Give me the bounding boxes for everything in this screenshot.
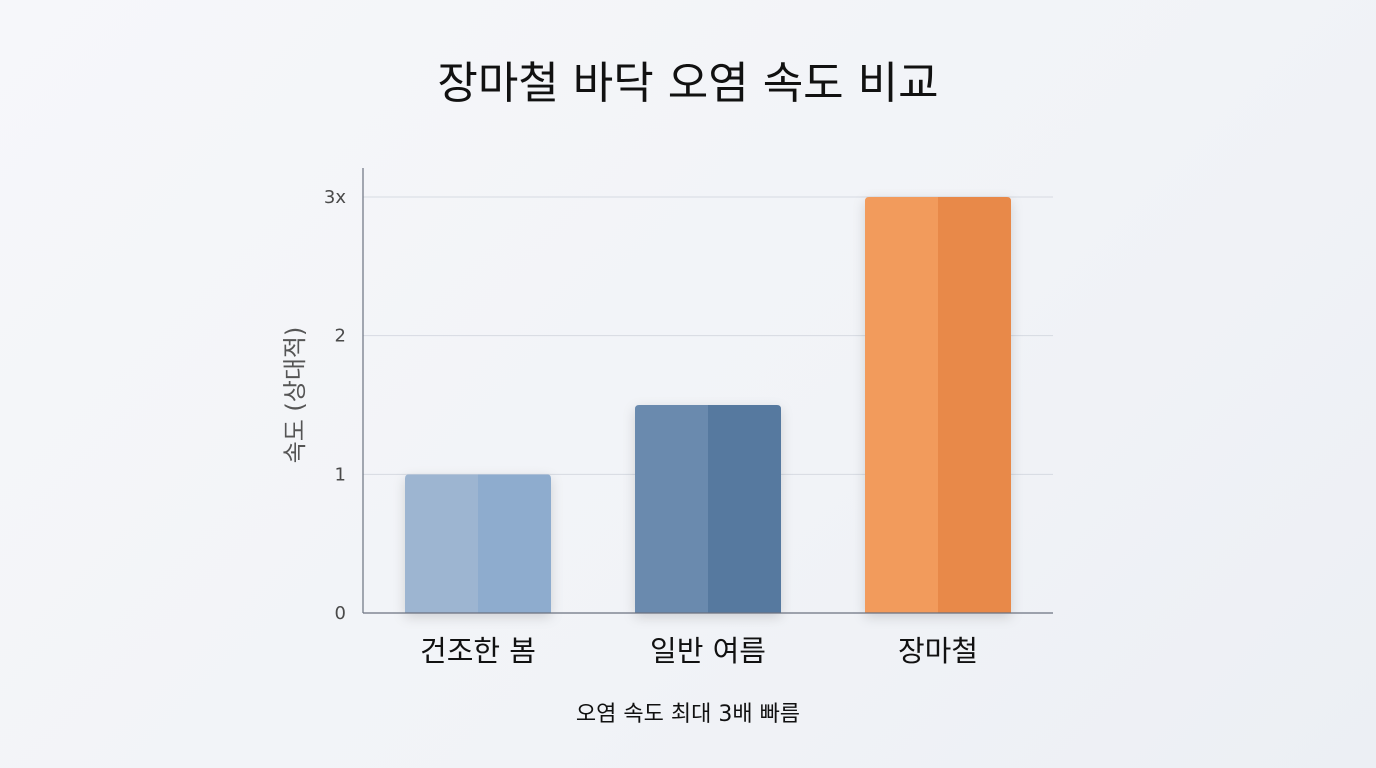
x-axis-label: 오염 속도 최대 3배 빠름 (576, 702, 800, 727)
axes (362, 168, 1053, 614)
y-tick-label: 1 (335, 464, 346, 485)
category-labels: 건조한 봄 일반 여름 장마철 (420, 634, 978, 668)
x-tick-label: 장마철 (898, 634, 978, 668)
x-tick-label: 건조한 봄 (420, 634, 536, 668)
y-axis-label: 속도 (상대적) (281, 327, 309, 464)
x-tick-label: 일반 여름 (650, 634, 766, 668)
y-tick-label: 3x (324, 187, 346, 208)
bar (635, 405, 781, 613)
bar (405, 474, 551, 613)
y-tick-label: 0 (335, 603, 346, 624)
y-tick-label: 2 (335, 326, 346, 347)
y-tick-labels: 0 1 2 3x (324, 187, 346, 624)
bars (405, 197, 1011, 613)
bar (865, 197, 1011, 613)
chart-title: 장마철 바닥 오염 속도 비교 (437, 58, 938, 109)
